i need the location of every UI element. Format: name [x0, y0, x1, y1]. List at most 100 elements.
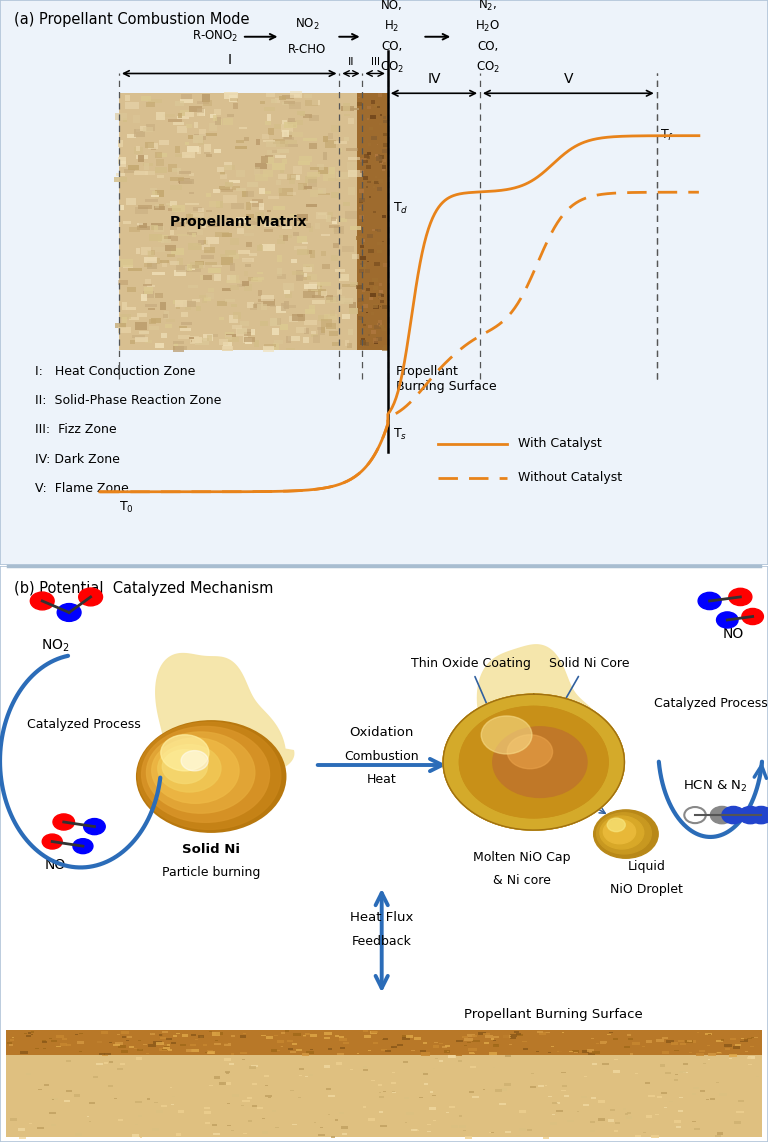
- Bar: [97, 1042, 101, 1043]
- Bar: [413, 1129, 419, 1132]
- Bar: [263, 139, 275, 142]
- Bar: [155, 152, 162, 159]
- Bar: [299, 1069, 303, 1070]
- Bar: [155, 190, 164, 196]
- Bar: [134, 147, 143, 154]
- Bar: [360, 263, 362, 265]
- Bar: [147, 284, 154, 288]
- Bar: [129, 227, 140, 232]
- Bar: [162, 259, 167, 267]
- Bar: [320, 327, 325, 333]
- Bar: [262, 244, 275, 251]
- Bar: [581, 1096, 587, 1099]
- Circle shape: [454, 702, 614, 822]
- Bar: [464, 1038, 472, 1040]
- Bar: [516, 1134, 521, 1136]
- Bar: [305, 308, 315, 314]
- Bar: [504, 1083, 511, 1086]
- Text: Propellant Matrix: Propellant Matrix: [170, 215, 306, 228]
- Text: Particle burning: Particle burning: [162, 866, 260, 879]
- Bar: [180, 114, 186, 119]
- Bar: [326, 1051, 333, 1053]
- Bar: [144, 263, 152, 267]
- Circle shape: [604, 820, 636, 844]
- Bar: [209, 201, 220, 208]
- Bar: [290, 175, 300, 179]
- Bar: [290, 215, 295, 217]
- Bar: [163, 1047, 170, 1049]
- Bar: [735, 1044, 740, 1046]
- Bar: [372, 136, 377, 139]
- Bar: [214, 274, 221, 281]
- Bar: [281, 225, 288, 227]
- Bar: [159, 1034, 164, 1036]
- Bar: [365, 268, 370, 273]
- Bar: [89, 1102, 94, 1104]
- Bar: [289, 102, 301, 108]
- Bar: [628, 1047, 632, 1048]
- Bar: [66, 1060, 71, 1062]
- Text: Heat: Heat: [367, 773, 396, 786]
- Bar: [692, 1093, 697, 1095]
- Bar: [313, 336, 319, 343]
- Bar: [263, 134, 269, 138]
- Bar: [172, 206, 185, 212]
- Bar: [279, 96, 286, 99]
- Bar: [372, 185, 376, 187]
- Bar: [115, 1043, 123, 1045]
- Bar: [508, 1044, 511, 1045]
- Bar: [264, 230, 273, 233]
- Bar: [204, 275, 212, 280]
- Bar: [272, 162, 286, 170]
- Bar: [162, 1031, 168, 1034]
- Bar: [126, 1040, 129, 1042]
- Bar: [379, 293, 382, 296]
- Bar: [135, 1101, 143, 1103]
- Bar: [243, 336, 248, 343]
- Bar: [297, 276, 311, 281]
- Bar: [305, 1034, 310, 1035]
- Bar: [137, 313, 147, 317]
- Bar: [271, 218, 281, 222]
- Bar: [176, 1133, 181, 1135]
- Bar: [293, 1032, 300, 1036]
- Bar: [219, 339, 228, 345]
- Bar: [233, 103, 238, 110]
- Bar: [164, 1045, 169, 1047]
- Bar: [270, 1043, 275, 1045]
- Bar: [237, 140, 244, 144]
- Bar: [293, 120, 303, 126]
- Bar: [342, 314, 350, 319]
- Bar: [253, 1040, 259, 1043]
- Text: IV: Dark Zone: IV: Dark Zone: [35, 452, 120, 466]
- Bar: [268, 196, 279, 199]
- Bar: [379, 1111, 383, 1113]
- Bar: [274, 1046, 281, 1048]
- Bar: [607, 1119, 614, 1121]
- Circle shape: [147, 732, 255, 813]
- Bar: [455, 1053, 462, 1056]
- Bar: [175, 146, 180, 153]
- Bar: [191, 1035, 196, 1036]
- Bar: [539, 1032, 546, 1035]
- Bar: [147, 102, 154, 107]
- Bar: [548, 1052, 551, 1053]
- Bar: [477, 1044, 483, 1046]
- Bar: [286, 347, 296, 351]
- Bar: [660, 1092, 667, 1094]
- Bar: [472, 1095, 479, 1099]
- Bar: [311, 335, 318, 337]
- Bar: [177, 265, 189, 273]
- Bar: [287, 131, 293, 135]
- Bar: [615, 1121, 620, 1124]
- Bar: [6, 1030, 762, 1054]
- Bar: [271, 99, 276, 103]
- Bar: [429, 1108, 436, 1110]
- Bar: [238, 250, 250, 254]
- Text: NO$_2$: NO$_2$: [295, 17, 319, 32]
- Bar: [325, 140, 336, 147]
- Bar: [180, 111, 192, 116]
- Bar: [263, 191, 270, 194]
- Bar: [382, 166, 386, 169]
- Bar: [137, 1049, 143, 1052]
